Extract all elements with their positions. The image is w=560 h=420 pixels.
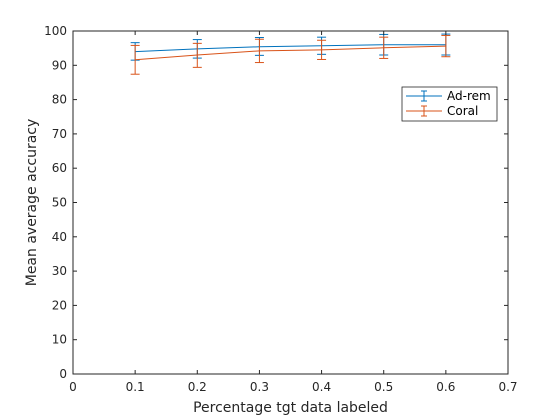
- plot-area: [73, 31, 508, 374]
- error-bar: [192, 42, 202, 68]
- y-tick-label: 20: [52, 298, 67, 312]
- x-tick-label: 0.1: [126, 380, 145, 394]
- x-tick-label: 0.7: [498, 380, 517, 394]
- legend-box: [401, 86, 498, 122]
- legend-label: Coral: [447, 104, 478, 118]
- y-tick-label: 40: [52, 230, 67, 244]
- x-tick-label: 0.6: [436, 380, 455, 394]
- legend-label: Ad-rem: [447, 89, 491, 103]
- y-tick-label: 60: [52, 161, 67, 175]
- series-line: [135, 45, 446, 61]
- y-tick-label: 50: [52, 196, 67, 210]
- legend-item: Ad-rem: [406, 89, 491, 103]
- error-bar: [317, 39, 327, 60]
- x-tick-label: 0.3: [250, 380, 269, 394]
- y-tick-label: 80: [52, 93, 67, 107]
- y-tick-label: 30: [52, 264, 67, 278]
- y-tick-label: 100: [44, 24, 67, 38]
- error-bar: [441, 34, 451, 58]
- x-tick-label: 0: [69, 380, 77, 394]
- y-axis-label: Mean average accuracy: [24, 119, 40, 287]
- error-bar: [130, 44, 140, 75]
- y-tick-label: 70: [52, 127, 67, 141]
- series-layer: [130, 33, 451, 75]
- series-line: [135, 44, 446, 53]
- x-tick-label: 0.2: [188, 380, 207, 394]
- legend-item: Coral: [406, 104, 478, 118]
- error-bar: [379, 36, 389, 59]
- error-bar: [254, 38, 264, 64]
- series-coral: [130, 34, 451, 75]
- y-tick-label: 90: [52, 58, 67, 72]
- x-tick-label: 0.4: [312, 380, 331, 394]
- y-tick-label: 10: [52, 333, 67, 347]
- x-axis: 0 0.1 0.2 0.3 0.4 0.5 0.6 0.7: [69, 31, 518, 394]
- y-tick-label: 0: [59, 367, 67, 381]
- x-tick-label: 0.5: [374, 380, 393, 394]
- y-axis: 0 10 20 30 40 50 60 70 80 90 100: [44, 24, 508, 381]
- x-axis-label: Percentage tgt data labeled: [193, 400, 388, 416]
